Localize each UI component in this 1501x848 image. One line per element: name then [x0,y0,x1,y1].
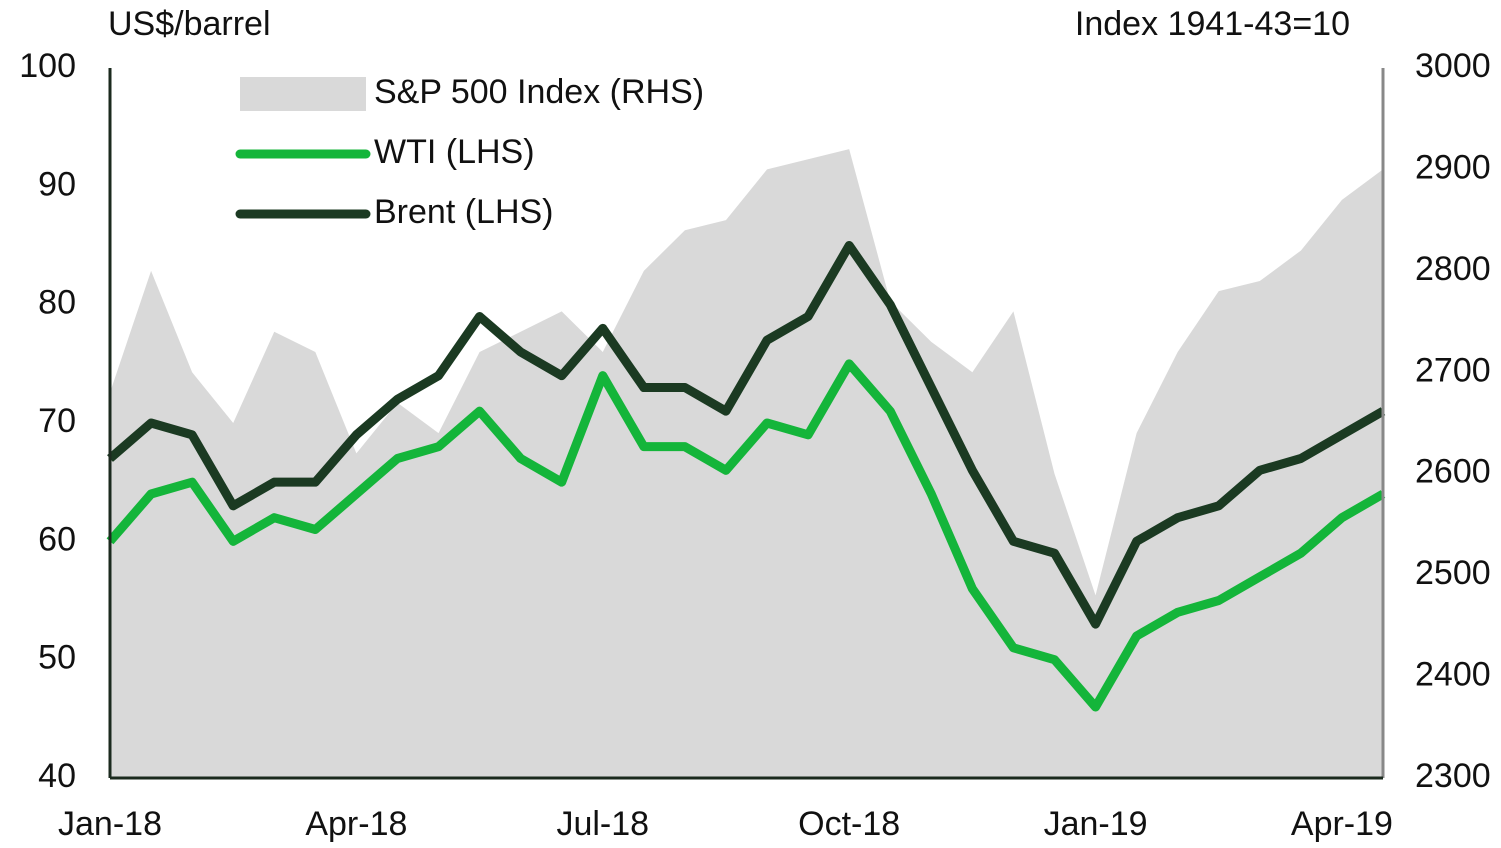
y-tick-label: 60 [38,520,76,558]
y2-tick-label: 2300 [1415,757,1491,795]
x-tick-label: Jul-18 [556,805,649,843]
y-tick-label: 100 [19,47,76,85]
y2-tick-label: 3000 [1415,47,1491,85]
area [110,149,1383,779]
y-tick-label: 90 [38,165,76,203]
line [106,359,1386,712]
y2-tick-label: 2600 [1415,453,1491,491]
y-tick-label: 40 [38,757,76,795]
x-tick-label: Jan-18 [58,805,162,843]
y-tick-label: 80 [38,284,76,322]
x-tick-label: Apr-18 [305,805,407,843]
legend-label: WTI (LHS) [374,133,535,171]
legend-label: S&P 500 Index (RHS) [374,73,704,111]
y2-tick-label: 2500 [1415,554,1491,592]
x-tick-label: Jan-19 [1044,805,1148,843]
legend-label: Brent (LHS) [374,193,554,231]
y2-axis-title: Index 1941-43=10 [1075,5,1350,43]
y2-tick-label: 2700 [1415,351,1491,389]
y-tick-label: 70 [38,402,76,440]
x-tick-label: Apr-19 [1291,805,1393,843]
y2-tick-label: 2900 [1415,148,1491,186]
legend-swatch [240,77,366,111]
y2-tick-label: 2400 [1415,656,1491,694]
line [107,241,1386,629]
y2-tick-label: 2800 [1415,250,1491,288]
x-tick-label: Oct-18 [798,805,900,843]
y-axis-title: US$/barrel [108,5,271,43]
y-tick-label: 50 [38,639,76,677]
